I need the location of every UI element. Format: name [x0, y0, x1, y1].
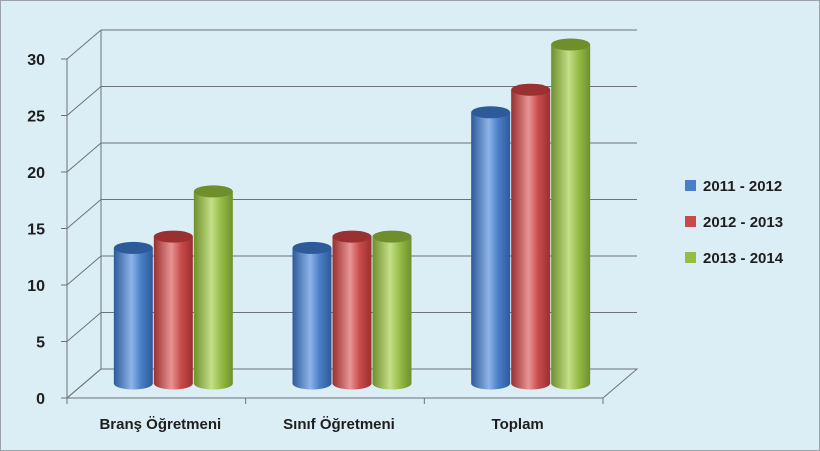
bar [551, 38, 591, 390]
bar-body [511, 89, 551, 390]
bar [153, 230, 193, 390]
bar-body [551, 44, 591, 390]
legend-label: 2011 - 2012 [703, 178, 782, 195]
bar-top [113, 241, 153, 254]
legend-swatch [685, 252, 696, 263]
x-category-label: Branş Öğretmeni [99, 416, 221, 433]
x-category-label: Toplam [492, 416, 544, 433]
bar [113, 241, 153, 390]
bar-top [372, 230, 412, 243]
y-tick-label: 30 [27, 52, 45, 69]
bar [193, 185, 233, 390]
bar-body [193, 191, 233, 390]
gridline-side [66, 86, 102, 116]
y-tick-label: 10 [27, 278, 45, 295]
y-tick-label: 0 [36, 391, 45, 408]
gridline-side [66, 199, 102, 229]
gridline-side [66, 29, 102, 60]
y-tick-label: 20 [27, 165, 45, 182]
gridline-side [66, 142, 102, 173]
bar-body [113, 247, 153, 390]
bar [372, 230, 412, 390]
bar [471, 106, 511, 390]
bar [332, 230, 372, 390]
bars [113, 38, 591, 390]
legend-label: 2012 - 2013 [703, 214, 783, 231]
bar-top [551, 38, 591, 51]
bar [511, 83, 551, 390]
x-category-label: Sınıf Öğretmeni [283, 416, 395, 433]
legend-label: 2013 - 2014 [703, 250, 784, 267]
bar-body [153, 236, 193, 390]
legend-swatch [685, 180, 696, 191]
y-tick-label: 15 [27, 222, 45, 239]
bar-top [511, 83, 551, 96]
bar-top [332, 230, 372, 243]
gridline-side [66, 255, 102, 286]
legend: 2011 - 2012 2012 - 2013 2013 - 2014 [685, 178, 784, 267]
y-tick-label: 5 [36, 335, 45, 352]
bar [292, 241, 332, 390]
gridline-side [66, 312, 102, 342]
bar-body [471, 112, 511, 390]
axes [61, 30, 639, 404]
bar-body [332, 236, 372, 390]
bar-top [193, 185, 233, 198]
bar-top [292, 241, 332, 254]
legend-swatch [685, 216, 696, 227]
bar-body [372, 236, 412, 390]
y-tick-label: 25 [27, 109, 45, 126]
bar-top [153, 230, 193, 243]
bar-body [292, 247, 332, 390]
legend-item: 2013 - 2014 [685, 250, 784, 267]
labels: 0 5 10 15 20 25 30 Branş Öğretmeni Sınıf Öğretme… [27, 52, 544, 433]
bar-top [471, 106, 511, 119]
legend-item: 2012 - 2013 [685, 214, 783, 231]
legend-item: 2011 - 2012 [685, 178, 782, 195]
